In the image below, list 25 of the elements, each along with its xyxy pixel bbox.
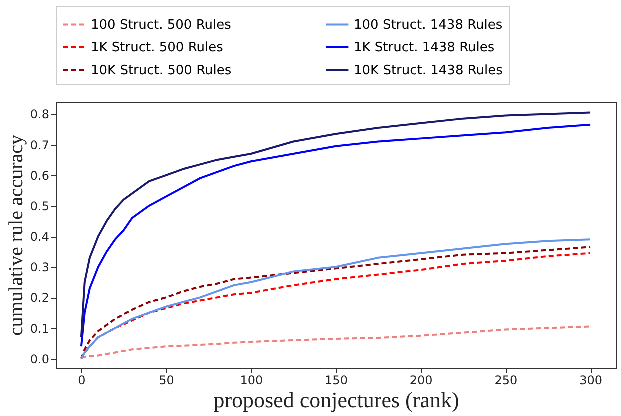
legend-label: 100 Struct. 500 Rules <box>91 18 232 33</box>
x-tick-label: 150 <box>325 374 348 388</box>
x-tick-label: 100 <box>240 374 264 388</box>
x-tick-label: 250 <box>494 374 518 388</box>
y-tick-label: 0.3 <box>30 260 50 275</box>
x-tick-label: 200 <box>410 374 433 388</box>
y-tick-label: 0.5 <box>30 199 50 214</box>
x-axis-title: proposed conjectures (rank) <box>214 388 460 412</box>
y-tick-label: 0.8 <box>30 108 50 122</box>
x-tick-label: 50 <box>159 374 174 388</box>
y-tick-label: 0.0 <box>30 352 50 366</box>
y-tick-label: 0.6 <box>30 168 50 183</box>
legend-label: 1K Struct. 1438 Rules <box>354 40 495 56</box>
x-tick-label: 0 <box>78 374 86 388</box>
y-axis-title: cumulative rule accuracy <box>5 135 28 336</box>
legend-label: 1K Struct. 500 Rules <box>91 40 224 56</box>
y-tick-label: 0.1 <box>30 322 50 336</box>
legend-label: 100 Struct. 1438 Rules <box>354 18 503 33</box>
legend-label: 10K Struct. 500 Rules <box>91 64 232 78</box>
x-tick-label: 300 <box>580 374 602 388</box>
y-tick-label: 0.7 <box>30 138 50 152</box>
y-tick-label: 0.2 <box>30 291 50 306</box>
line-series <box>80 326 592 358</box>
y-tick-label: 0.4 <box>30 230 50 244</box>
legend-label: 10K Struct. 1438 Rules <box>354 64 504 78</box>
